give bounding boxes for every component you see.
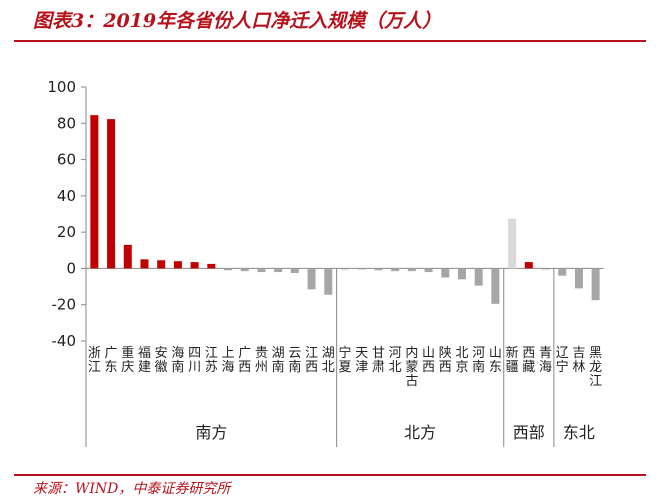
category-label: 海南	[171, 346, 184, 375]
category-label: 福建	[138, 346, 151, 375]
category-label: 北京	[455, 346, 468, 375]
y-tick-label: 40	[57, 187, 76, 205]
bar-上海	[224, 268, 233, 271]
bar-重庆	[123, 244, 132, 269]
category-label: 四川	[188, 346, 201, 375]
chart-title: 图表3：2019年各省份人口净迁入规模（万人）	[33, 10, 442, 32]
bar-内蒙古	[407, 268, 416, 272]
category-label: 新疆	[506, 345, 519, 375]
category-label: 云南	[288, 346, 301, 375]
bar-云南	[290, 268, 299, 273]
category-label: 江苏	[205, 346, 218, 375]
category-label: 上海	[222, 346, 235, 375]
bar-甘肃	[374, 268, 383, 271]
category-label: 浙江	[88, 346, 101, 375]
category-label: 广西	[238, 346, 251, 375]
group-label-东北: 东北	[563, 423, 595, 442]
category-label: 内蒙古	[405, 345, 418, 389]
footer-rule	[14, 474, 646, 476]
bar-广东	[107, 119, 116, 269]
group-label-北方: 北方	[404, 423, 436, 442]
bar-福建	[140, 259, 149, 269]
category-label: 河南	[472, 346, 485, 375]
bar-吉林	[574, 268, 583, 289]
bar-chart: -40 -20 0 20 40 60 80 100 浙江广东重庆福建安徽海南四川江苏上海广西贵…	[47, 78, 604, 447]
group-label-西部: 西部	[513, 423, 545, 442]
bar-湖南	[274, 268, 283, 273]
bar-江西	[307, 268, 316, 290]
bar-宁夏	[341, 268, 349, 270]
category-label: 重庆	[121, 345, 134, 375]
bar-海南	[173, 261, 182, 269]
bar-陕西	[441, 268, 450, 278]
category-label: 黑龙江	[589, 346, 602, 389]
category-label: 天津	[355, 346, 368, 375]
bar-浙江	[90, 115, 99, 269]
title-rule	[14, 40, 646, 42]
category-label: 山西	[422, 346, 435, 375]
bar-安徽	[157, 260, 166, 269]
y-tick-label: -40	[52, 332, 77, 350]
category-label: 青海	[539, 346, 552, 375]
bar-黑龙江	[591, 268, 600, 301]
category-label: 湖南	[272, 346, 285, 375]
bar-河南	[474, 268, 483, 286]
y-tick-label: 80	[57, 114, 76, 132]
bar-青海	[541, 268, 550, 270]
category-label: 西藏	[522, 346, 535, 375]
bar-天津	[357, 268, 366, 270]
bar-辽宁	[558, 268, 567, 276]
category-label: 河北	[389, 346, 402, 375]
bar-北京	[457, 268, 466, 280]
category-label: 安徽	[155, 346, 168, 375]
y-tick-label: 20	[57, 223, 76, 241]
category-label: 陕西	[439, 346, 452, 375]
y-tick-label: 100	[47, 78, 76, 96]
bar-河北	[391, 268, 400, 272]
bar-江苏	[207, 263, 216, 269]
category-label: 甘肃	[372, 346, 385, 375]
source-note: 来源：WIND，中泰证券研究所	[33, 481, 231, 497]
category-label: 湖北	[322, 346, 335, 375]
bar-广西	[240, 268, 249, 272]
bar-四川	[190, 262, 199, 269]
category-label: 广东	[105, 346, 118, 375]
y-tick-label: 60	[57, 151, 76, 169]
bar-西藏	[524, 262, 533, 269]
bar-山西	[424, 268, 433, 273]
y-tick-label: -20	[52, 296, 77, 314]
bar-湖北	[324, 268, 333, 295]
category-label: 宁夏	[338, 345, 351, 375]
bar-新疆	[508, 218, 517, 269]
category-label: 吉林	[572, 346, 585, 375]
bar-山东	[491, 268, 500, 304]
bar-贵州	[257, 268, 266, 273]
group-label-南方: 南方	[195, 423, 227, 442]
category-label: 辽宁	[556, 346, 569, 375]
category-label: 江西	[305, 346, 318, 375]
category-label: 贵州	[255, 346, 268, 375]
category-label: 山东	[489, 346, 502, 375]
y-tick-label: 0	[66, 259, 76, 277]
